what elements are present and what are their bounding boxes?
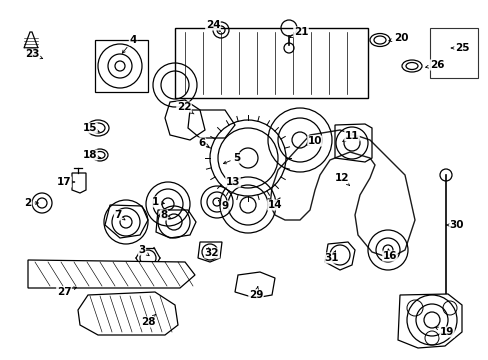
Text: 6: 6 <box>198 138 208 148</box>
Text: 12: 12 <box>334 173 349 186</box>
Text: 20: 20 <box>388 33 407 43</box>
Text: 24: 24 <box>205 20 220 31</box>
Text: 29: 29 <box>248 287 263 300</box>
Text: 3: 3 <box>138 245 149 256</box>
Polygon shape <box>105 205 148 238</box>
Text: 27: 27 <box>57 287 76 297</box>
Text: 9: 9 <box>218 201 228 211</box>
Text: 26: 26 <box>425 60 443 70</box>
Polygon shape <box>156 210 196 238</box>
Text: 4: 4 <box>122 35 137 53</box>
Polygon shape <box>28 260 195 288</box>
Text: 7: 7 <box>114 210 125 220</box>
Text: 11: 11 <box>342 131 359 141</box>
Text: 14: 14 <box>267 199 282 210</box>
Text: 13: 13 <box>225 177 241 187</box>
Text: 17: 17 <box>57 177 75 187</box>
Text: 18: 18 <box>82 150 101 160</box>
Polygon shape <box>78 292 178 335</box>
Text: 22: 22 <box>176 102 194 114</box>
Polygon shape <box>397 294 461 348</box>
Text: 32: 32 <box>204 247 219 258</box>
Text: 25: 25 <box>450 43 468 53</box>
Text: 2: 2 <box>24 198 38 208</box>
Text: 8: 8 <box>160 210 170 220</box>
Text: 31: 31 <box>324 251 339 263</box>
Text: 1: 1 <box>151 197 164 207</box>
Text: 30: 30 <box>446 220 463 230</box>
Text: 15: 15 <box>82 123 99 133</box>
Circle shape <box>98 44 142 88</box>
Text: 28: 28 <box>141 314 155 327</box>
Text: 5: 5 <box>223 153 240 164</box>
Text: 21: 21 <box>289 27 307 37</box>
Text: 19: 19 <box>434 327 453 337</box>
Text: 23: 23 <box>25 49 42 59</box>
Text: 16: 16 <box>382 249 396 261</box>
Text: 10: 10 <box>306 136 322 146</box>
